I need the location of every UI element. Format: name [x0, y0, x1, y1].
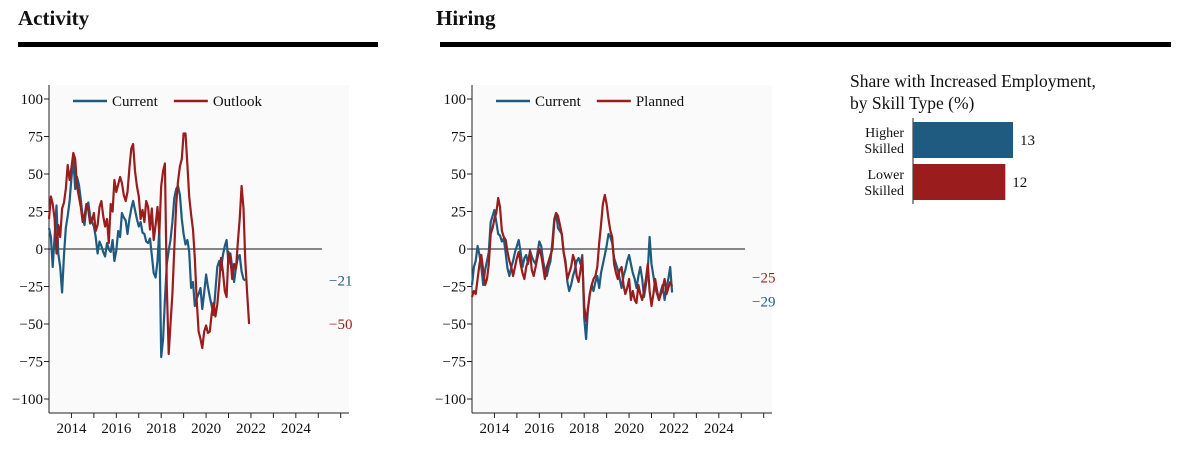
activity-legend-current-label: Current [112, 94, 159, 110]
activity-y-tick-label: 100 [21, 92, 44, 108]
skill-bar-category-label: Lower [867, 168, 904, 183]
activity-y-tick-label: −100 [12, 392, 43, 408]
activity-x-tick-label: 2022 [236, 421, 266, 437]
skill-bar-value-label: 12 [1012, 175, 1027, 191]
skill-bar-title-line2: by Skill Type (%) [850, 93, 975, 113]
activity-y-tick-label: −75 [20, 355, 43, 371]
hiring-x-tick-label: 2016 [524, 421, 555, 437]
hiring-y-tick-label: −75 [443, 355, 466, 371]
hiring-x-tick-label: 2020 [614, 421, 644, 437]
activity-y-tick-label: −50 [20, 317, 43, 333]
activity-series-outlook-line [47, 132, 251, 356]
skill-bar-category-label: Skilled [864, 142, 904, 157]
hiring-title-rule [440, 42, 1171, 47]
hiring-x-tick-label: 2024 [704, 421, 735, 437]
hiring-y-tick-label: 100 [444, 92, 467, 108]
skill-bar-value-label: 13 [1020, 133, 1035, 149]
hiring-legend-planned-label: Planned [636, 94, 685, 110]
activity-panel-title: Activity [18, 6, 90, 30]
activity-current-end-label: −21 [329, 274, 352, 290]
skill-bar-category-label: Higher [865, 126, 904, 141]
hiring-x-tick-label: 2022 [659, 421, 689, 437]
skill-bar-lower [913, 164, 1006, 200]
hiring-series-current-line [470, 208, 674, 341]
activity-y-tick-label: 0 [36, 242, 44, 258]
hiring-x-tick-label: 2014 [479, 421, 510, 437]
activity-legend-outlook-label: Outlook [213, 94, 263, 110]
hiring-panel-title: Hiring [436, 6, 496, 30]
hiring-planned-end-label: −25 [752, 271, 775, 287]
hiring-y-tick-label: 0 [459, 242, 467, 258]
activity-y-tick-label: −25 [20, 280, 43, 296]
hiring-legend-current-label: Current [535, 94, 582, 110]
hiring-y-tick-label: 75 [451, 130, 466, 146]
hiring-y-tick-label: −100 [435, 392, 466, 408]
skill-bar-category-label: Skilled [864, 184, 904, 199]
hiring-y-tick-label: −50 [443, 317, 466, 333]
activity-y-tick-label: 75 [28, 130, 43, 146]
hiring-y-tick-label: 50 [451, 167, 466, 183]
hiring-series-planned-line [470, 193, 674, 323]
hiring-y-tick-label: 25 [451, 205, 466, 221]
activity-outlook-end-label: −50 [329, 317, 352, 333]
skill-bar-higher [913, 122, 1013, 158]
hiring-x-tick-label: 2018 [569, 421, 599, 437]
activity-y-tick-label: 50 [28, 167, 43, 183]
hiring-y-tick-label: −25 [443, 280, 466, 296]
activity-x-tick-label: 2018 [146, 421, 176, 437]
activity-x-tick-label: 2014 [56, 421, 87, 437]
activity-x-tick-label: 2020 [191, 421, 221, 437]
hiring-current-end-label: −29 [752, 295, 775, 311]
activity-title-rule [18, 42, 378, 47]
activity-x-tick-label: 2016 [101, 421, 132, 437]
activity-x-tick-label: 2024 [281, 421, 312, 437]
skill-bar-title-line1: Share with Increased Employment, [850, 71, 1096, 91]
skill-bar-chart-title: Share with Increased Employment, by Skil… [850, 70, 1096, 114]
activity-y-tick-label: 25 [28, 205, 43, 221]
